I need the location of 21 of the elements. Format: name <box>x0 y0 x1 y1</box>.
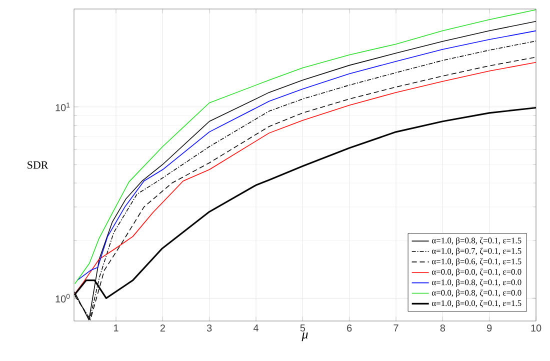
x-tick-label: 5 <box>300 324 306 332</box>
x-tick-label: 8 <box>440 324 446 332</box>
legend-label: α=1.0, β=0.8, ζ=0.1, ε=0.0 <box>432 279 522 287</box>
x-tick-label: 2 <box>160 324 165 332</box>
x-tick-label: 3 <box>206 324 212 332</box>
y-axis-title: SDR <box>28 161 48 169</box>
x-tick-label: 7 <box>394 324 398 332</box>
x-tick-label: 10 <box>531 324 542 332</box>
legend-label: α=1.0, β=0.0, ζ=0.1, ε=1.5 <box>432 300 522 308</box>
x-tick-label: 4 <box>253 324 258 332</box>
legend-label: α=1.0, β=0.6, ζ=0.1, ε=1.5 <box>432 258 522 266</box>
legend-label: α=1.0, β=0.7, ζ=0.1, ε=1.5 <box>432 248 522 256</box>
x-tick-label: 1 <box>114 324 118 332</box>
y-tick-label: 10$^{1}$ <box>56 102 70 112</box>
x-tick-label: 6 <box>347 324 352 332</box>
legend-label: α=1.0, β=0.8, ζ=0.1, ε=1.5 <box>432 237 522 246</box>
x-tick-label: 9 <box>487 324 492 332</box>
legend-label: α=0.0, β=0.0, ζ=0.1, ε=0.0 <box>432 268 522 276</box>
legend-label: α=0.0, β=0.8, ζ=0.1, ε=0.0 <box>432 290 522 298</box>
x-axis-title: μ <box>302 332 308 342</box>
y-tick-label: 10$^{0}$ <box>56 294 70 302</box>
